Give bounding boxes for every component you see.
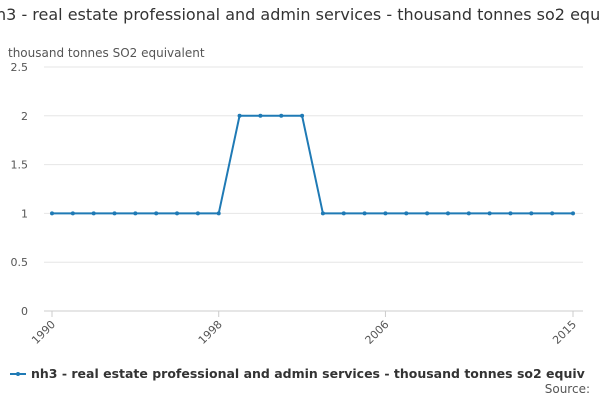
point: [550, 211, 555, 216]
point: [237, 113, 242, 118]
chart-title: nh3 - real estate professional and admin…: [0, 5, 600, 24]
point: [445, 211, 450, 216]
y-axis-label: thousand tonnes SO2 equivalent: [8, 46, 205, 60]
point: [320, 211, 325, 216]
y-tick-label: 2.5: [11, 61, 29, 74]
point: [195, 211, 200, 216]
x-tick-label: 1998: [196, 318, 225, 347]
point: [91, 211, 96, 216]
point: [70, 211, 75, 216]
y-tick-label: 1: [21, 207, 28, 220]
point: [216, 211, 221, 216]
y-tick-label: 1.5: [11, 159, 29, 172]
point: [383, 211, 388, 216]
point: [362, 211, 367, 216]
y-tick-label: 0.5: [11, 256, 29, 269]
legend-marker: [16, 372, 20, 376]
source: Source:: [545, 382, 590, 396]
legend-label: nh3 - real estate professional and admin…: [31, 366, 585, 381]
point: [258, 113, 263, 118]
point: [50, 211, 54, 216]
point: [425, 211, 430, 216]
point: [341, 211, 346, 216]
point: [404, 211, 409, 216]
y-tick-label: 2: [21, 110, 28, 123]
point: [279, 113, 284, 118]
y-tick-label: 0: [21, 305, 28, 318]
point: [133, 211, 138, 216]
point: [487, 211, 492, 216]
x-tick-label: 2006: [363, 318, 392, 347]
x-tick-label: 1990: [29, 318, 58, 347]
series-line: [52, 114, 573, 215]
point: [154, 211, 159, 216]
point: [300, 113, 305, 118]
point: [529, 211, 534, 216]
point: [175, 211, 180, 216]
point: [112, 211, 117, 216]
x-tick-label: 2015: [550, 318, 579, 347]
point: [466, 211, 471, 216]
point: [571, 211, 575, 216]
point: [508, 211, 513, 216]
